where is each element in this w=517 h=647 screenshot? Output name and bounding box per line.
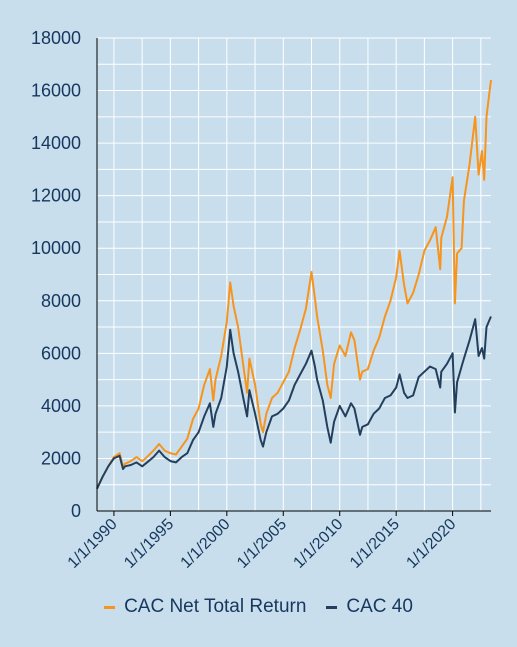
- x-tick-label: 1/1/2015: [347, 516, 403, 572]
- x-tick-label: 1/1/2005: [234, 516, 290, 572]
- y-tick-label: 14000: [31, 133, 81, 153]
- y-tick-label: 16000: [31, 81, 81, 101]
- y-tick-label: 0: [71, 501, 81, 521]
- line-chart: 0 2000 4000 6000 8000 10000 12000 14000 16000 180…: [31, 28, 492, 572]
- y-tick-label: 18000: [31, 28, 81, 48]
- y-tick-label: 4000: [41, 396, 81, 416]
- x-tick-label: 1/1/2000: [178, 516, 234, 572]
- legend-label: CAC Net Total Return: [124, 596, 307, 617]
- legend-swatch-navy: [326, 605, 338, 609]
- legend-item-net-total-return[interactable]: CAC Net Total Return: [104, 596, 306, 618]
- grid-lines: [97, 37, 491, 512]
- x-tick-label: 1/1/1990: [65, 516, 121, 572]
- series-lines: [96, 79, 492, 490]
- x-axis-ticks: 1/1/1990 1/1/1995 1/1/2000 1/1/2005 1/1/2010…: [65, 511, 460, 572]
- y-tick-label: 8000: [41, 291, 81, 311]
- x-tick-label: 1/1/2020: [403, 516, 459, 572]
- legend: CAC Net Total Return CAC 40: [0, 596, 517, 618]
- y-tick-label: 6000: [41, 343, 81, 363]
- y-tick-label: 2000: [41, 448, 81, 468]
- y-tick-label: 12000: [31, 186, 81, 206]
- legend-swatch-orange: [104, 605, 116, 609]
- legend-item-cac40[interactable]: CAC 40: [326, 596, 413, 618]
- y-axis-ticks: 0 2000 4000 6000 8000 10000 12000 14000 16000 180…: [31, 28, 81, 521]
- series-line-net-total-return: [96, 79, 492, 490]
- legend-label: CAC 40: [346, 596, 413, 617]
- x-tick-label: 1/1/1995: [121, 516, 177, 572]
- y-tick-label: 10000: [31, 238, 81, 258]
- x-tick-label: 1/1/2010: [290, 516, 346, 572]
- series-line-cac40: [96, 316, 492, 490]
